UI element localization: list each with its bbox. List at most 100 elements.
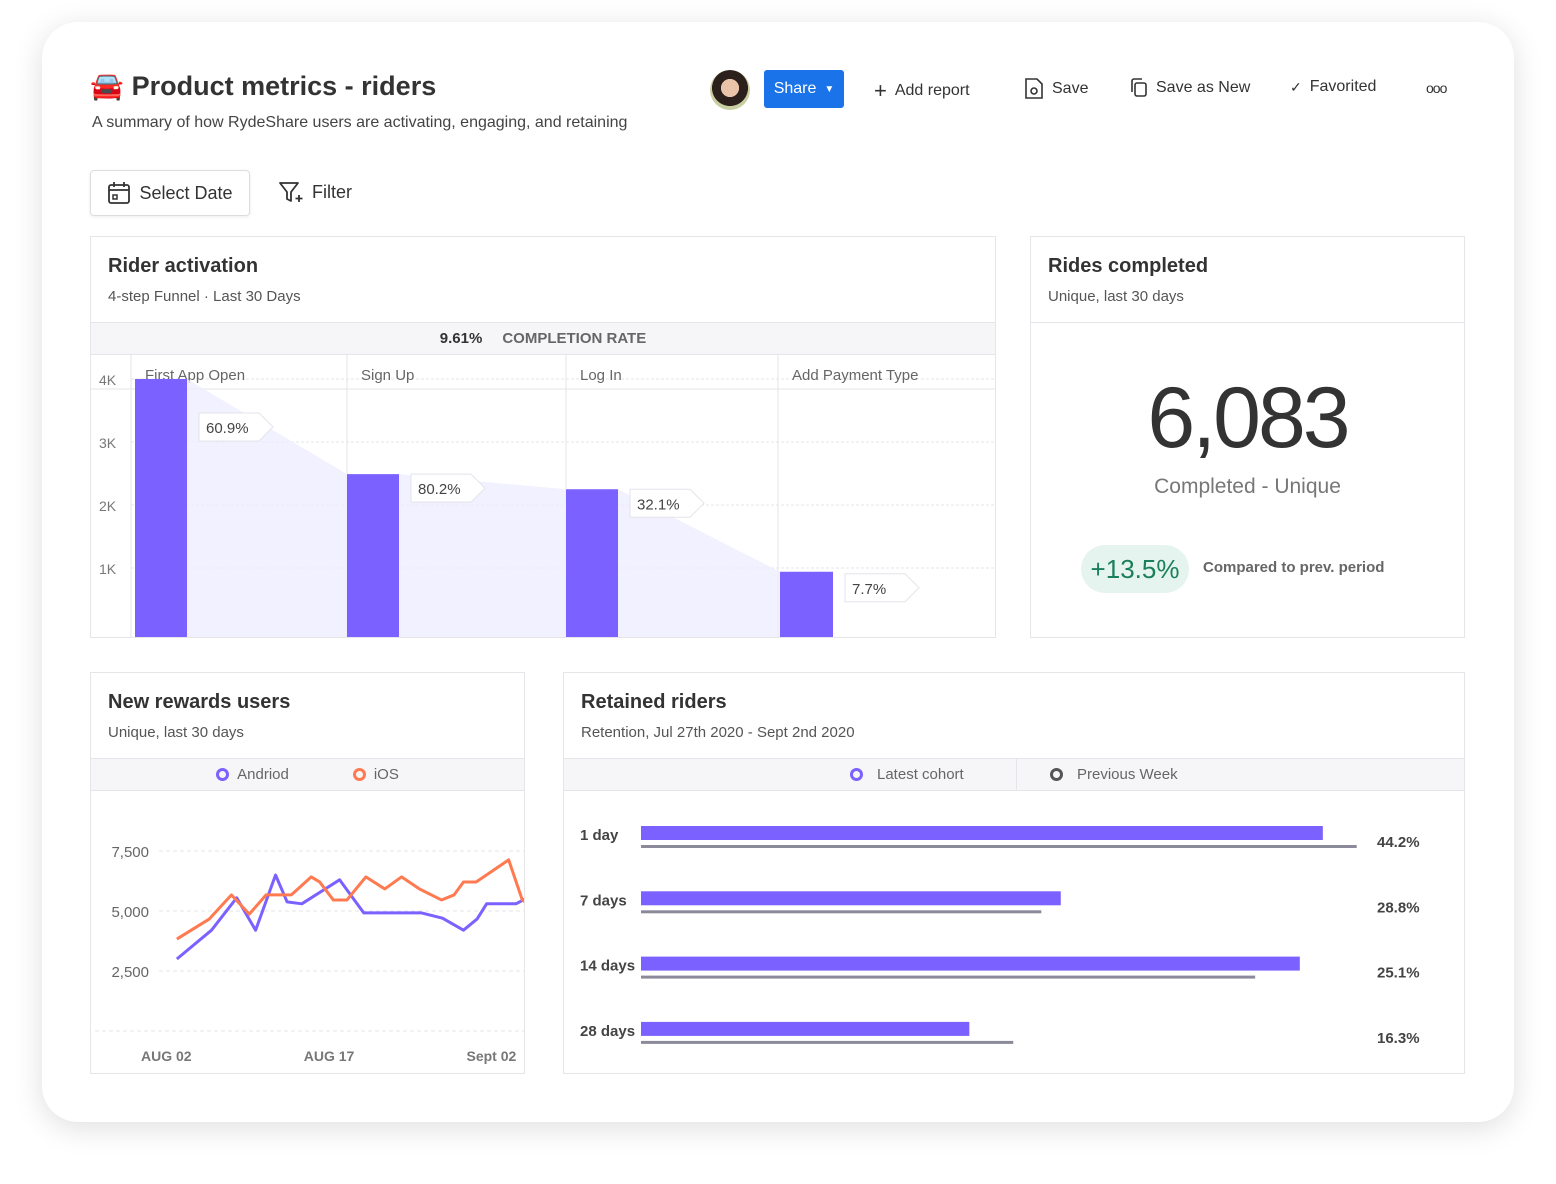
rides-value: 6,083: [1147, 370, 1350, 466]
y-tick-label: 2,500: [111, 964, 149, 981]
divider: [1016, 759, 1017, 790]
more-icon: ooo: [1426, 80, 1447, 96]
check-icon: ✓: [1290, 78, 1302, 95]
step-label: Sign Up: [361, 367, 414, 384]
series-line-andriod: [175, 873, 524, 961]
save-icon: [1025, 78, 1043, 99]
completion-rate-label: COMPLETION RATE: [502, 330, 647, 347]
divider: [1031, 322, 1464, 323]
circle-icon: [850, 768, 863, 781]
compare-text: Compared to prev. period: [1203, 559, 1385, 576]
retained-riders-card: Retained riders Retention, Jul 27th 2020…: [563, 672, 1465, 1074]
select-date-button[interactable]: Select Date: [90, 170, 250, 216]
legend-label: iOS: [373, 766, 399, 783]
conversion-label: 80.2%: [418, 481, 461, 498]
row-label: 28 days: [580, 1023, 635, 1040]
legend-item-previous-week[interactable]: Previous Week: [1050, 766, 1178, 783]
y-tick-label: 7,500: [111, 844, 149, 861]
filter-icon: [279, 182, 303, 202]
y-tick-label: 2K: [99, 498, 117, 514]
rider-activation-card: Rider activation 4-step Funnel · Last 30…: [90, 236, 996, 638]
row-label: 1 day: [580, 827, 619, 844]
x-tick-label: AUG 02: [141, 1048, 192, 1064]
previous-week-bar: [641, 1040, 1014, 1044]
funnel-bar: [566, 489, 618, 637]
completion-rate-value: 9.61%: [439, 330, 483, 347]
card-title: Retained riders: [581, 691, 727, 713]
filter-label: Filter: [312, 181, 352, 202]
favorited-label: Favorited: [1309, 78, 1377, 95]
car-icon: 🚘: [90, 71, 124, 101]
y-tick-label: 4K: [99, 372, 117, 388]
funnel-bar: [135, 379, 187, 637]
legend-label: Andriod: [237, 766, 289, 783]
value-label: 16.3%: [1377, 1030, 1420, 1047]
retention-chart: 1 day 44.2% 7 days 28.8% 14 days 25.1% 28 days…: [580, 826, 1420, 1047]
copy-icon: [1131, 78, 1147, 97]
conversion-label: 60.9%: [206, 420, 249, 437]
y-tick-label: 1K: [99, 561, 117, 577]
y-tick-label: 5,000: [111, 904, 149, 921]
previous-week-bar: [641, 975, 1256, 979]
previous-week-bar: [641, 910, 1042, 914]
conversion-tag: [198, 412, 274, 442]
value-label: 44.2%: [1377, 834, 1420, 851]
latest-cohort-bar: [641, 956, 1300, 971]
card-title: Rides completed: [1048, 255, 1209, 277]
legend: Andriod iOS: [91, 758, 524, 791]
save-button[interactable]: Save: [1024, 78, 1088, 100]
series-line-ios: [176, 858, 524, 941]
funnel-bar: [780, 571, 833, 637]
step-label: Add Payment Type: [792, 367, 918, 384]
card-title: New rewards users: [108, 691, 291, 713]
share-button[interactable]: Share ▼: [764, 70, 844, 108]
funnel-bar: [347, 474, 399, 637]
circle-icon: [216, 768, 230, 781]
add-report-label: Add report: [894, 82, 970, 99]
latest-cohort-bar: [641, 826, 1323, 840]
change-badge: +13.5%: [1081, 545, 1189, 593]
row-label: 7 days: [580, 892, 627, 909]
select-date-label: Select Date: [139, 182, 233, 203]
conversion-tag: [410, 473, 486, 503]
title-text: Product metrics - riders: [131, 70, 437, 101]
funnel-area: [187, 379, 833, 637]
conversion-label: 7.7%: [852, 581, 886, 598]
value-label: 28.8%: [1377, 899, 1420, 916]
share-label: Share: [773, 80, 817, 97]
row-label: 14 days: [580, 958, 635, 975]
latest-cohort-bar: [641, 1021, 970, 1036]
circle-icon: [352, 768, 366, 781]
caret-down-icon: ▼: [824, 83, 835, 95]
card-subtitle: 4-step Funnel · Last 30 Days: [108, 288, 301, 305]
legend: Latest cohort Previous Week: [564, 758, 1464, 791]
card-subtitle: Retention, Jul 27th 2020 - Sept 2nd 2020: [581, 724, 855, 741]
previous-week-bar: [641, 845, 1357, 848]
favorited-button[interactable]: ✓ Favorited: [1290, 78, 1376, 96]
card-subtitle: Unique, last 30 days: [1048, 288, 1184, 305]
legend-label: Latest cohort: [877, 766, 964, 783]
legend-label: Previous Week: [1077, 766, 1178, 783]
save-as-new-button[interactable]: Save as New: [1130, 78, 1250, 98]
line-chart: 2,500 5,000 7,500 AUG 02 AUG 17 Sept 02: [95, 844, 524, 1064]
value-label: 25.1%: [1377, 965, 1420, 982]
avatar[interactable]: [710, 70, 750, 110]
more-options-button[interactable]: ooo: [1426, 80, 1447, 96]
conversion-tag: [629, 488, 705, 518]
legend-item-android[interactable]: Andriod: [216, 766, 289, 783]
add-report-button[interactable]: + Add report: [874, 78, 970, 104]
legend-item-latest-cohort[interactable]: Latest cohort: [850, 766, 964, 783]
y-tick-label: 3K: [99, 435, 117, 451]
latest-cohort-bar: [641, 891, 1061, 906]
filter-button[interactable]: Filter: [278, 180, 352, 204]
plus-icon: +: [874, 78, 887, 103]
rides-label: Completed - Unique: [1154, 475, 1341, 498]
legend-item-ios[interactable]: iOS: [352, 766, 399, 783]
x-tick-label: AUG 17: [304, 1048, 355, 1064]
card-title: Rider activation: [108, 255, 259, 277]
rides-completed-card: Rides completed Unique, last 30 days 6,0…: [1030, 236, 1465, 638]
save-as-new-label: Save as New: [1156, 79, 1251, 96]
page-title: 🚘 Product metrics - riders: [90, 70, 436, 102]
conversion-tag: [844, 573, 920, 603]
